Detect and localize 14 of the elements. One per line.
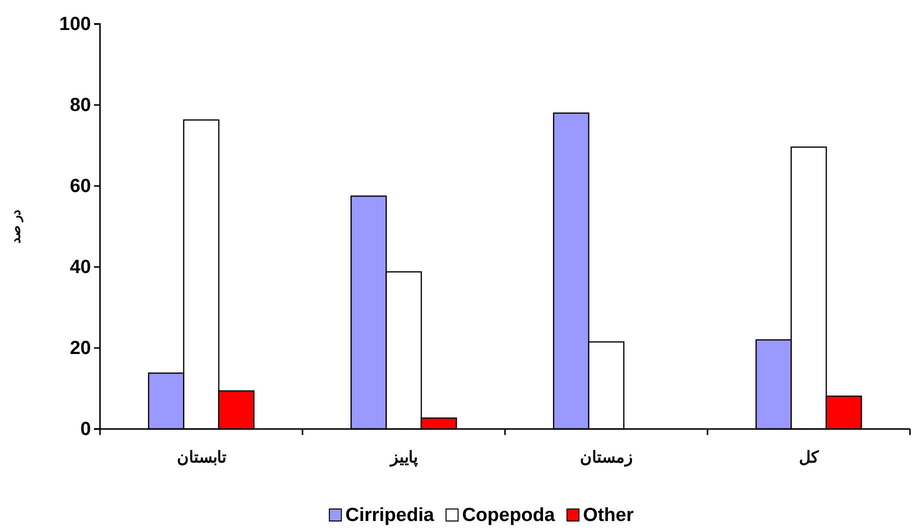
y-axis-title: در صد	[8, 210, 24, 244]
x-tick-label: زمستان	[580, 449, 633, 468]
x-tick-label: کل	[798, 449, 819, 466]
legend-label: Copepoda	[462, 505, 556, 526]
x-tick-label: پاییز	[389, 449, 418, 468]
y-tick-label: 0	[80, 419, 91, 440]
legend-label: Cirripedia	[345, 505, 434, 526]
y-tick-label: 60	[70, 176, 91, 198]
y-tick-label: 100	[59, 14, 91, 36]
x-tick-label: تابستان	[176, 449, 227, 466]
y-tick-label: 20	[70, 338, 91, 360]
y-tick-label: 40	[70, 257, 91, 278]
y-tick-label: 80	[70, 95, 91, 116]
legend-label: Other	[582, 505, 634, 526]
